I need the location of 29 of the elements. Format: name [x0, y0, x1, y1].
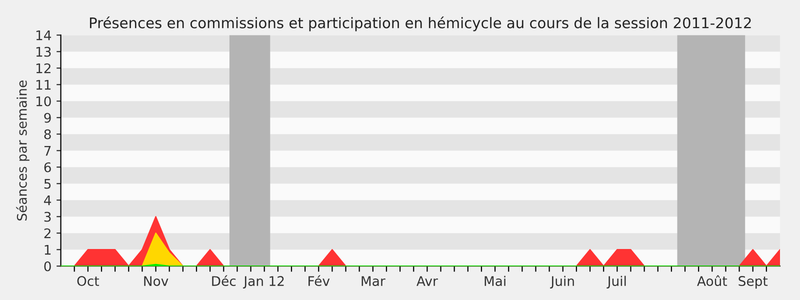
x-tick-label: Sept	[738, 276, 768, 289]
y-tick-label: 5	[44, 178, 51, 189]
y-tick-label: 3	[44, 212, 51, 222]
y-tick-label: 6	[44, 162, 51, 172]
x-tick-label: Jan 12	[243, 276, 284, 288]
chart-title: Présences en commissions et participation en hémicycle au cours de la session 2011-2012	[90, 16, 751, 32]
y-tick-label: 0	[44, 261, 51, 272]
y-tick-label: 11	[36, 80, 51, 90]
y-tick-label: 8	[44, 129, 51, 140]
y-tick-label: 12	[36, 63, 50, 74]
x-tick-label: Oct	[77, 276, 100, 286]
x-tick-label: Juin	[550, 276, 574, 288]
y-axis-title: Séances par semaine	[16, 80, 30, 220]
y-tick-label: 10	[36, 96, 51, 106]
x-tick-label: Nov	[144, 276, 168, 286]
x-tick-label: Fév	[308, 275, 330, 286]
y-tick-label: 4	[44, 195, 52, 206]
x-tick-label: Mai	[484, 276, 506, 286]
x-tick-label: Avr	[416, 276, 438, 286]
y-tick-label: 13	[36, 46, 51, 57]
y-tick-label: 7	[44, 146, 51, 156]
x-tick-label: Juil	[606, 276, 626, 288]
x-tick-label: Août	[697, 275, 728, 286]
y-tick-label: 14	[36, 30, 52, 40]
y-tick-label: 2	[44, 228, 50, 238]
x-tick-label: Déc	[212, 275, 236, 286]
y-tick-label: 9	[44, 112, 51, 123]
x-tick-label: Mar	[362, 276, 386, 286]
y-tick-label: 1	[44, 244, 51, 255]
